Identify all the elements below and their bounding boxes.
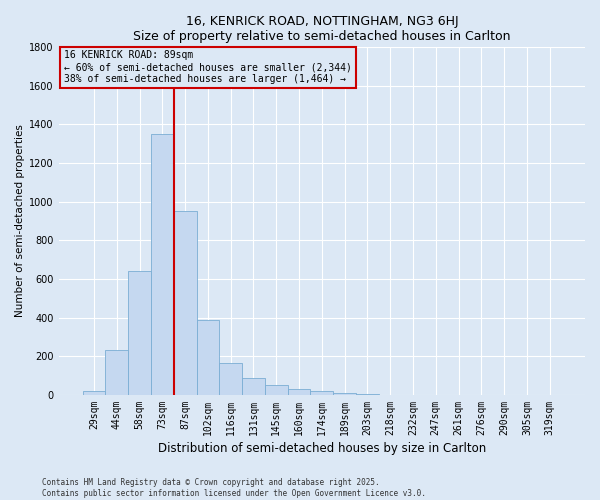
Y-axis label: Number of semi-detached properties: Number of semi-detached properties [15, 124, 25, 318]
Bar [174, 212, 197, 395]
Bar [151, 134, 174, 395]
Bar [287, 389, 310, 395]
Bar [219, 363, 242, 395]
Text: 16 KENRICK ROAD: 89sqm
← 60% of semi-detached houses are smaller (2,344)
38% of : 16 KENRICK ROAD: 89sqm ← 60% of semi-det… [64, 50, 352, 84]
Bar [242, 378, 265, 395]
Title: 16, KENRICK ROAD, NOTTINGHAM, NG3 6HJ
Size of property relative to semi-detached: 16, KENRICK ROAD, NOTTINGHAM, NG3 6HJ Si… [133, 15, 511, 43]
Bar [333, 393, 356, 395]
Bar [356, 394, 379, 395]
Bar [106, 350, 128, 395]
Text: Contains HM Land Registry data © Crown copyright and database right 2025.
Contai: Contains HM Land Registry data © Crown c… [42, 478, 426, 498]
Bar [197, 320, 219, 395]
Bar [310, 391, 333, 395]
Bar [128, 271, 151, 395]
Bar [265, 386, 287, 395]
Bar [83, 391, 106, 395]
X-axis label: Distribution of semi-detached houses by size in Carlton: Distribution of semi-detached houses by … [158, 442, 486, 455]
